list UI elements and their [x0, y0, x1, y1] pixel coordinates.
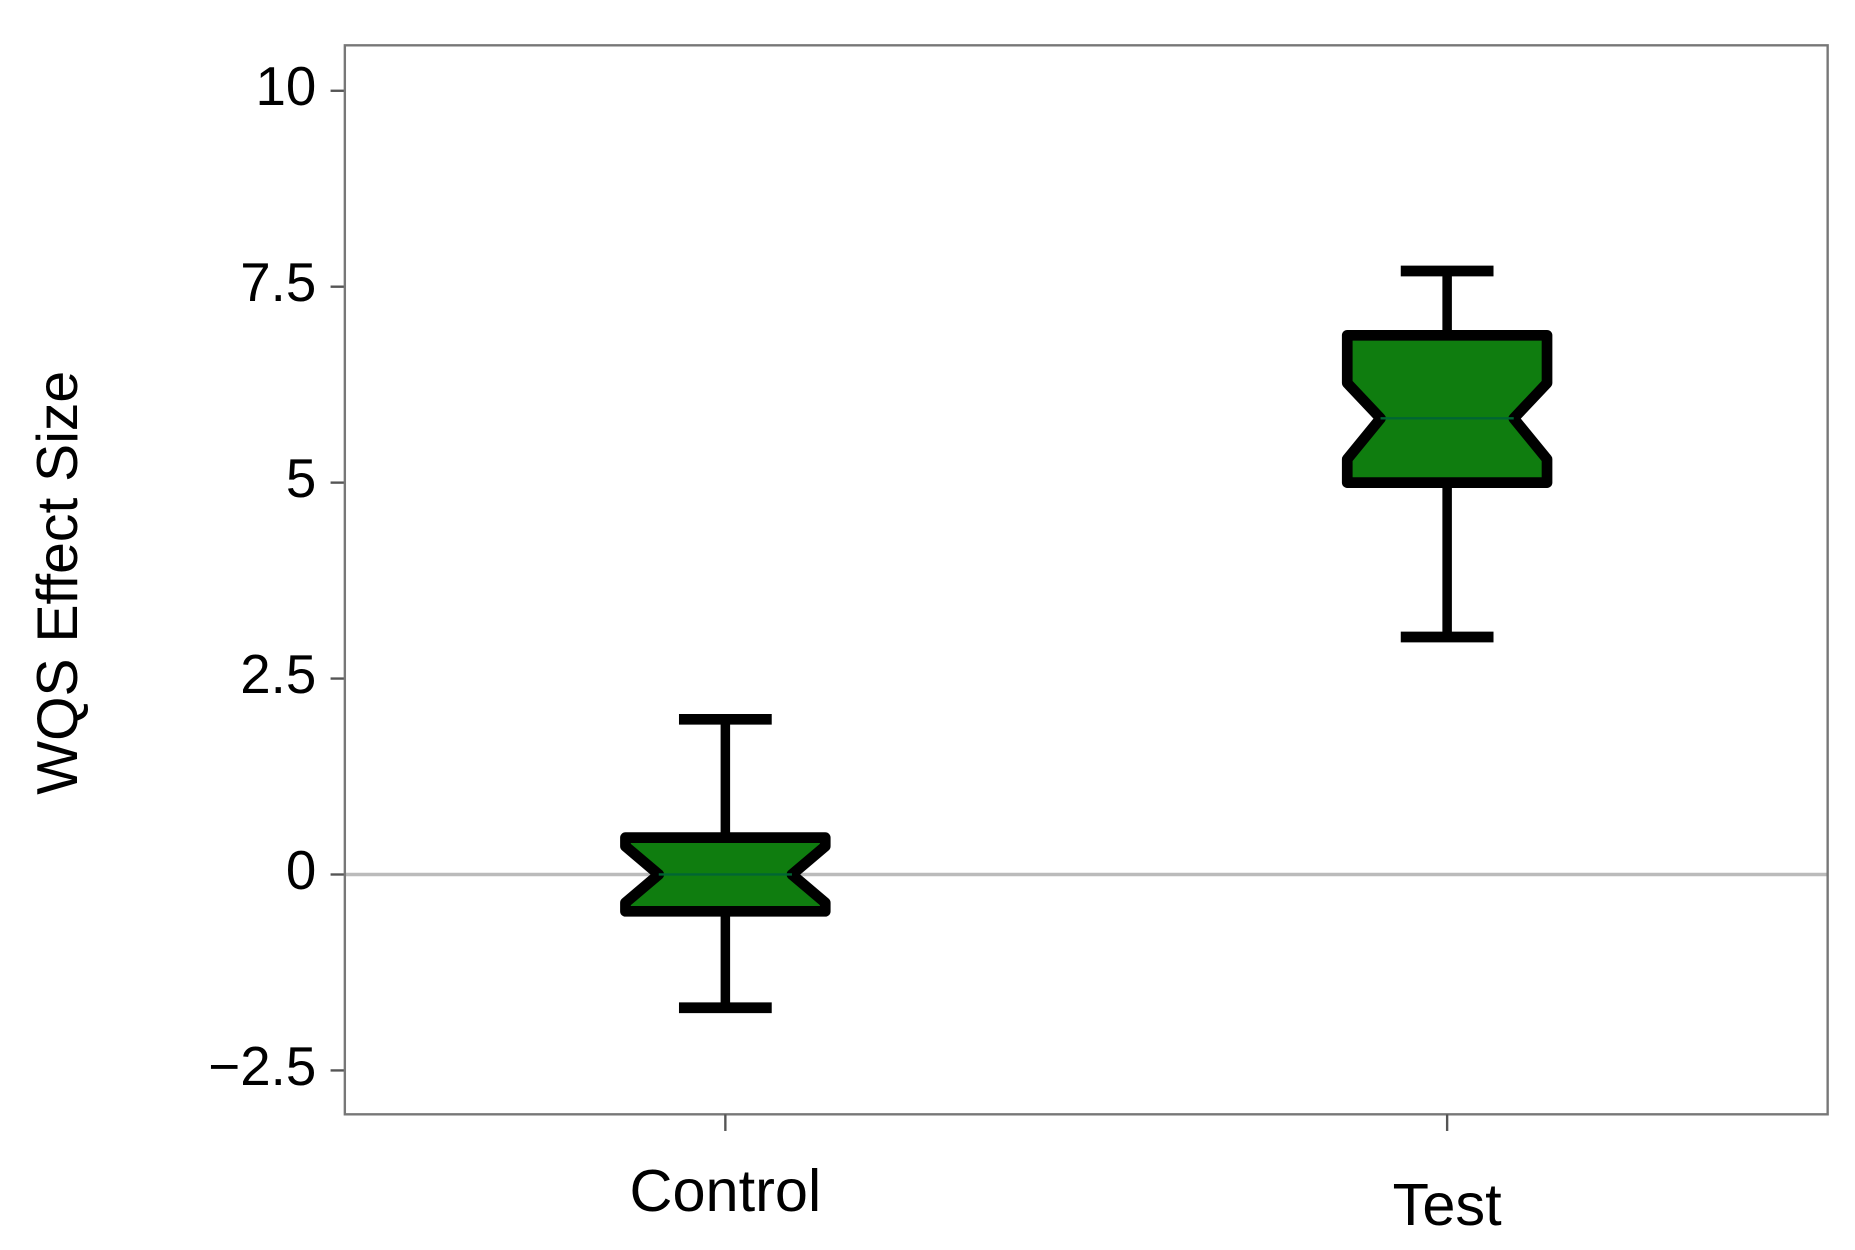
plot-frame — [343, 44, 1829, 1116]
y-tick-label: 2.5 — [240, 643, 316, 705]
y-tick-label: 5 — [286, 447, 316, 509]
y-axis-label: WQS Effect Size — [26, 371, 90, 795]
y-tick-label: 0 — [286, 839, 316, 901]
x-tick-label: Control — [630, 1157, 822, 1224]
x-tick-label: Test — [1393, 1171, 1502, 1238]
y-tick-label: −2.5 — [208, 1035, 316, 1097]
y-tick-label: 7.5 — [240, 251, 316, 313]
y-tick-label: 10 — [255, 55, 316, 117]
box — [1341, 329, 1553, 488]
